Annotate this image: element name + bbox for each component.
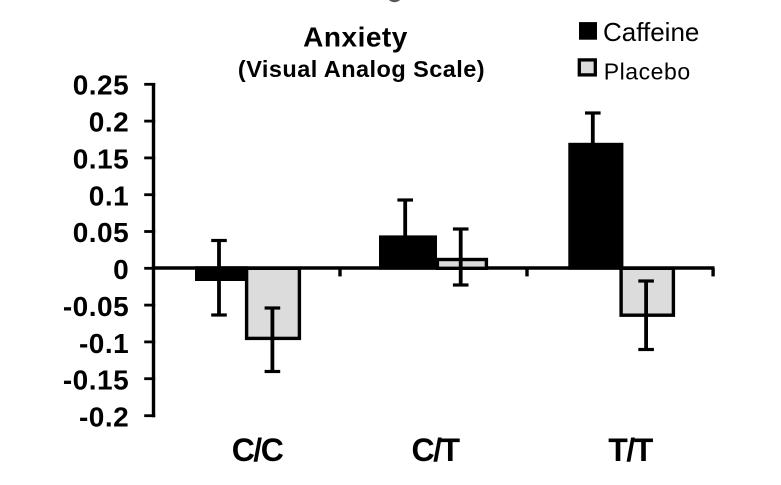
svg-text:Anxiety: Anxiety	[303, 21, 408, 52]
svg-text:-0.05: -0.05	[63, 291, 129, 322]
svg-text:0.15: 0.15	[73, 143, 130, 174]
svg-text:0.1: 0.1	[89, 180, 129, 211]
svg-text:-0.15: -0.15	[63, 365, 129, 396]
svg-text:C/T: C/T	[411, 432, 460, 468]
svg-text:Caffeine: Caffeine	[603, 17, 699, 47]
svg-text:(Visual Analog Scale): (Visual Analog Scale)	[238, 56, 485, 82]
svg-text:0.2: 0.2	[89, 107, 129, 138]
svg-text:-0.2: -0.2	[79, 402, 129, 433]
svg-text:-0.1: -0.1	[79, 328, 129, 359]
svg-text:0.25: 0.25	[73, 70, 130, 101]
svg-text:T/T: T/T	[608, 432, 653, 468]
svg-text:0: 0	[113, 254, 129, 285]
svg-text:C/C: C/C	[232, 432, 284, 468]
svg-text:Placebo: Placebo	[604, 59, 691, 85]
svg-text:0.05: 0.05	[73, 217, 130, 248]
